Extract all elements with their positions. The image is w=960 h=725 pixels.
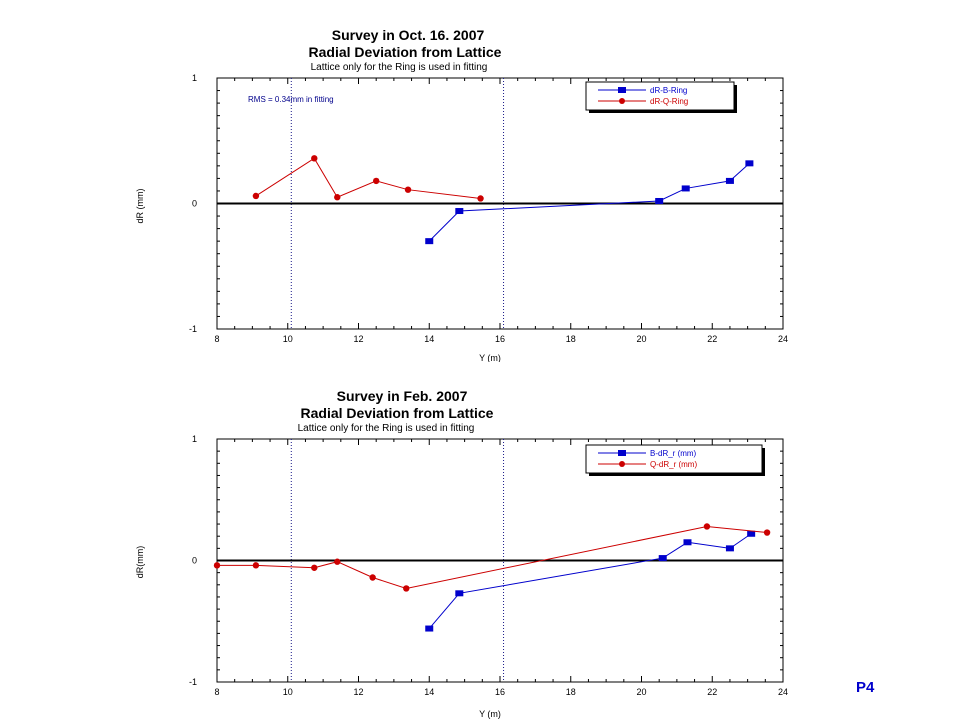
data-point	[334, 558, 341, 565]
y-tick-label: 0	[192, 556, 197, 566]
x-tick-label: 14	[424, 334, 434, 344]
x-tick-label: 8	[214, 334, 219, 344]
chart-note: Lattice only for the Ring is used in fit…	[311, 62, 488, 73]
legend-marker	[619, 98, 625, 104]
y-tick-label: 1	[192, 73, 197, 83]
data-point	[252, 562, 260, 569]
data-point	[763, 529, 771, 536]
x-tick-label: 16	[495, 687, 505, 697]
data-point	[477, 195, 484, 202]
x-tick-label: 12	[353, 334, 363, 344]
y-axis-label: dR (mm)	[135, 189, 145, 224]
page-label: P4	[856, 679, 875, 696]
data-point	[311, 155, 318, 162]
data-point	[703, 523, 711, 530]
chart-title: Survey in Oct. 16. 2007	[332, 27, 485, 43]
legend-marker	[619, 461, 625, 467]
x-tick-label: 18	[566, 687, 576, 697]
data-point	[681, 185, 690, 192]
chart-subtitle: Radial Deviation from Lattice	[309, 44, 502, 60]
data-point	[425, 625, 434, 632]
data-point	[425, 238, 434, 245]
chart-feb-2007: Survey in Feb. 2007 Radial Deviation fro…	[0, 362, 960, 720]
x-tick-label: 20	[636, 687, 646, 697]
series-line	[255, 157, 481, 199]
x-tick-label: 10	[283, 334, 293, 344]
x-tick-label: 22	[707, 334, 717, 344]
x-tick-label: 24	[778, 334, 788, 344]
data-point	[252, 192, 260, 200]
x-tick-label: 10	[283, 687, 293, 697]
data-point	[455, 590, 464, 597]
data-point	[745, 160, 754, 167]
y-tick-label: 1	[192, 434, 197, 444]
data-point	[404, 186, 412, 193]
data-point	[334, 194, 341, 201]
chart-title: Survey in Feb. 2007	[337, 388, 468, 404]
y-tick-label: 0	[192, 199, 197, 209]
data-point	[213, 562, 221, 569]
data-point	[683, 539, 692, 546]
legend-label: dR-B-Ring	[650, 86, 687, 95]
x-tick-label: 24	[778, 687, 788, 697]
data-point	[658, 555, 667, 562]
legend	[585, 81, 735, 111]
y-tick-label: -1	[189, 677, 197, 687]
chart-oct-2007: Survey in Oct. 16. 2007 Radial Deviation…	[0, 0, 960, 363]
x-tick-label: 8	[214, 687, 219, 697]
data-point	[455, 208, 464, 215]
data-point	[369, 574, 376, 581]
data-point	[725, 545, 734, 552]
y-tick-label: -1	[189, 324, 197, 334]
x-tick-label: 12	[353, 687, 363, 697]
legend-marker	[618, 450, 626, 456]
chart-subtitle: Radial Deviation from Lattice	[301, 405, 494, 421]
series-line	[217, 525, 768, 589]
chart-oct-2007-svg: Survey in Oct. 16. 2007 Radial Deviation…	[135, 27, 788, 363]
chart-feb-2007-svg: Survey in Feb. 2007 Radial Deviation fro…	[135, 388, 788, 719]
x-tick-label: 22	[707, 687, 717, 697]
legend-label: B-dR_r (mm)	[650, 449, 697, 458]
data-point	[725, 177, 734, 184]
data-point	[747, 530, 756, 537]
x-axis-label: Y (m)	[479, 353, 501, 362]
legend-label: Q-dR_r (mm)	[650, 460, 697, 469]
y-axis-label: dR(mm)	[135, 546, 145, 579]
legend-label: dR-Q-Ring	[650, 97, 688, 106]
x-tick-label: 16	[495, 334, 505, 344]
x-tick-label: 18	[566, 334, 576, 344]
legend	[585, 444, 763, 474]
x-tick-label: 20	[636, 334, 646, 344]
chart-note: Lattice only for the Ring is used in fit…	[298, 423, 475, 434]
data-point	[403, 585, 410, 592]
data-point	[655, 197, 664, 204]
legend-marker	[618, 87, 626, 93]
x-tick-label: 14	[424, 687, 434, 697]
series-line	[428, 162, 750, 242]
data-point	[372, 177, 380, 185]
x-axis-label: Y (m)	[479, 709, 501, 719]
series-line	[428, 533, 752, 629]
data-point	[311, 564, 318, 571]
